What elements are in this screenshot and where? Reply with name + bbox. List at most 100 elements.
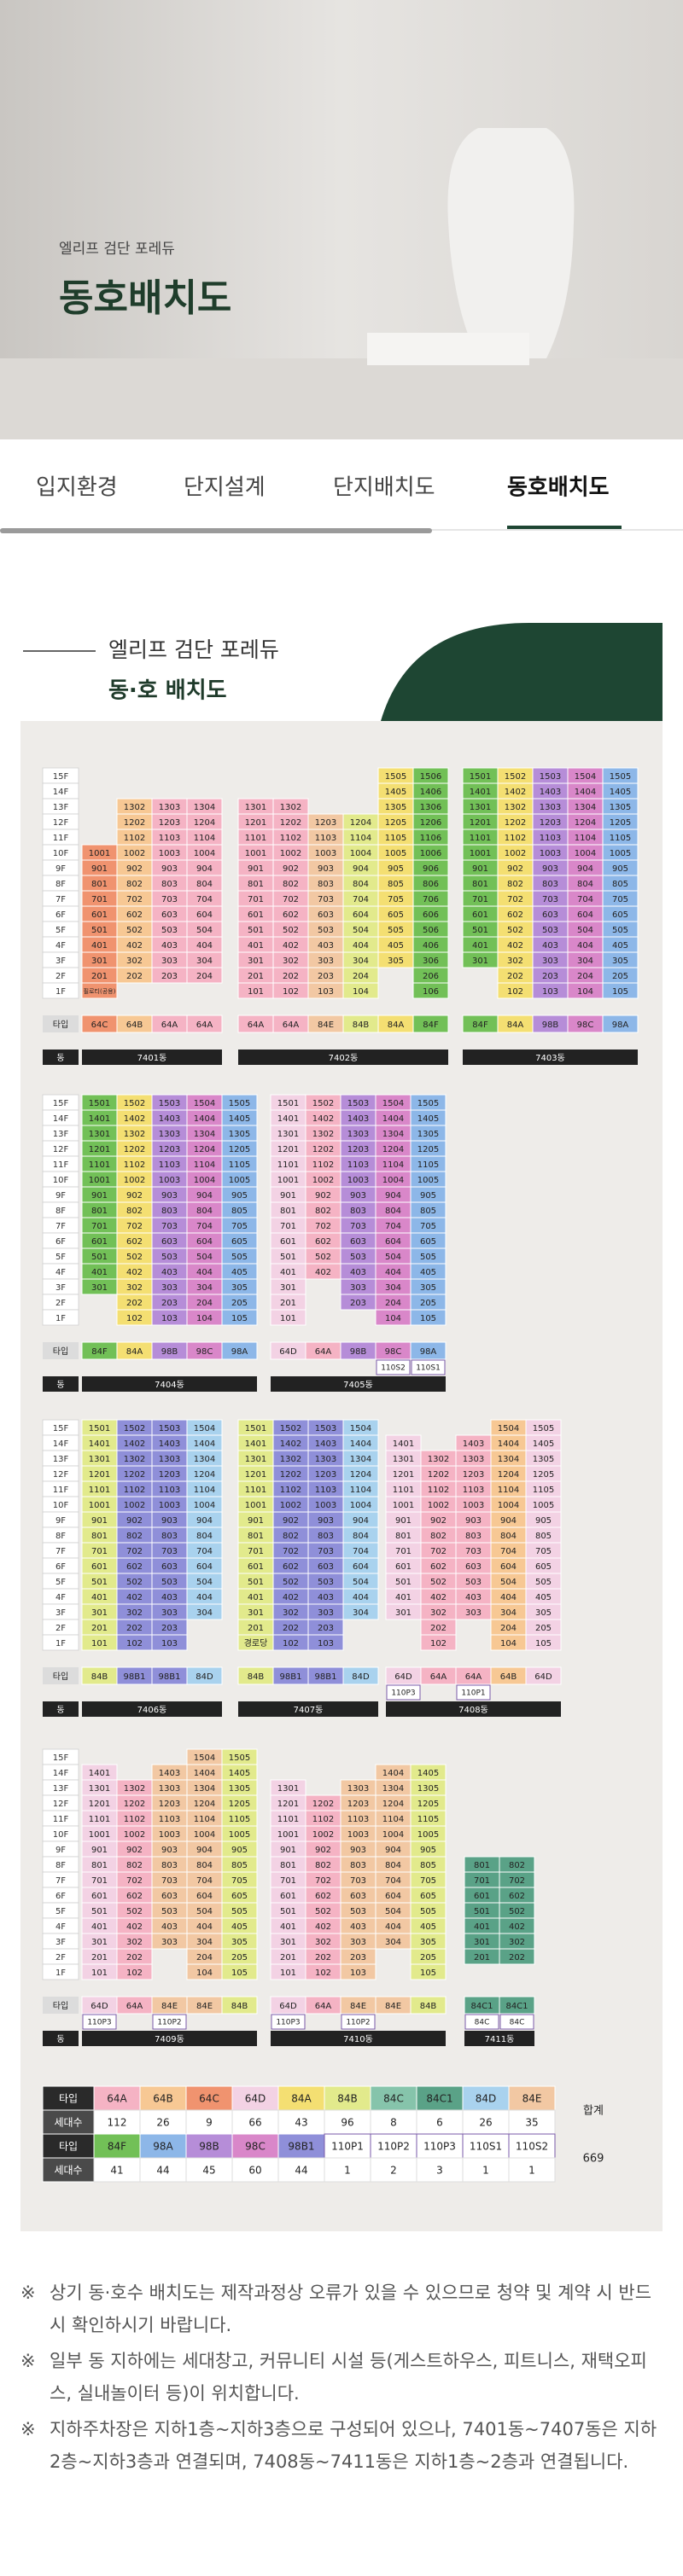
- summary-type: 64C: [199, 2093, 219, 2105]
- unit-label: 305: [535, 1608, 552, 1618]
- unit-label: 1305: [385, 803, 406, 812]
- unit-label: 1205: [229, 1145, 250, 1154]
- unit-label: 602: [509, 1892, 525, 1901]
- unit-label: 605: [231, 1892, 248, 1901]
- unit-label: 1204: [575, 818, 596, 828]
- unit-label: 505: [420, 1907, 436, 1916]
- unit-label: 503: [161, 926, 178, 935]
- notes: ※ 상기 동·호수 배치도는 제작과정상 오류가 있을 수 있으므로 청약 및 계…: [20, 2277, 663, 2481]
- type-name: 84B: [91, 1672, 108, 1682]
- unit-label: 404: [385, 1922, 401, 1932]
- tab[interactable]: 단지설계: [184, 475, 266, 501]
- unit-label: 202: [283, 972, 299, 981]
- unit-label: 1404: [194, 1439, 215, 1449]
- unit-label: 701: [280, 1876, 296, 1886]
- unit-label: 1004: [350, 1501, 371, 1510]
- unit-label: 1405: [417, 1114, 439, 1124]
- unit-label: 403: [161, 1922, 178, 1932]
- dong-name: 7411동: [485, 2034, 515, 2044]
- tab[interactable]: 동호배치도: [507, 475, 610, 501]
- unit-label: 102: [315, 1968, 331, 1978]
- unit-label: 702: [430, 1547, 447, 1556]
- unit-label: 1106: [420, 834, 441, 843]
- summary-type: 110P2: [377, 2141, 410, 2153]
- unit-label: 804: [353, 880, 369, 889]
- unit-label: 1404: [194, 1769, 215, 1778]
- unit-label: 605: [420, 1237, 436, 1247]
- unit-label: 803: [318, 1532, 334, 1541]
- summary-type: 110S2: [516, 2141, 548, 2153]
- note-mark: ※: [20, 2351, 36, 2371]
- unit-label: 801: [395, 1532, 412, 1541]
- unit-label: 1105: [229, 1160, 250, 1170]
- floor-label: 5F: [55, 926, 66, 935]
- unit-label: 603: [161, 1237, 178, 1247]
- unit-label: 303: [350, 1283, 366, 1293]
- tabs: 입지환경 단지설계 단지배치도 동호배치도: [36, 475, 622, 529]
- floor-label: 15F: [53, 1424, 69, 1433]
- unit-label: 1101: [89, 1160, 110, 1170]
- unit-label: 103: [542, 987, 558, 997]
- unit-label: 1003: [159, 849, 180, 858]
- floor-label: 9F: [55, 1846, 66, 1855]
- summary-type-cell: [185, 2085, 233, 2111]
- unit-label: 404: [385, 1268, 401, 1277]
- unit-label: 1005: [417, 1830, 439, 1840]
- unit-label: 1104: [194, 834, 215, 843]
- unit-label: 1201: [89, 1145, 110, 1154]
- unit-cell: [221, 1309, 258, 1326]
- summary-count-cell: [508, 2109, 556, 2135]
- unit-label: 101: [280, 1968, 296, 1978]
- subtype-name: 110P2: [346, 2019, 370, 2027]
- unit-label: 1101: [89, 1815, 110, 1824]
- unit-label: 1304: [194, 1130, 215, 1139]
- unit-label: 501: [474, 1907, 490, 1916]
- unit-label: 304: [385, 1283, 401, 1293]
- unit-label: 803: [542, 880, 558, 889]
- unit-label: 903: [318, 1516, 334, 1526]
- dong-name: 7410동: [343, 2034, 373, 2044]
- unit-label: 404: [577, 941, 593, 951]
- subtype-name: 110P3: [391, 1689, 415, 1698]
- dong-bar: [464, 2031, 534, 2046]
- unit-label: 1401: [89, 1439, 110, 1449]
- unit-label: 805: [388, 880, 404, 889]
- unit-label: 1402: [505, 788, 526, 797]
- unit-label: 203: [542, 972, 558, 981]
- summary-label: 타입: [59, 2093, 78, 2105]
- unit-label: 902: [430, 1516, 447, 1526]
- summary-type-cell: [139, 2133, 187, 2159]
- unit-label: 705: [612, 895, 628, 904]
- unit-label: 1102: [124, 1815, 145, 1824]
- summary-count-cell: [231, 2109, 279, 2135]
- unit-label: 504: [385, 1907, 401, 1916]
- unit-label: 1303: [347, 1130, 369, 1139]
- tab[interactable]: 입지환경: [36, 475, 118, 501]
- summary-count: 26: [156, 2117, 169, 2129]
- note-text: 지하주차장은 지하1층~지하3층으로 구성되어 있으나, 7401동~7407동…: [50, 2419, 657, 2472]
- panel-corner: [381, 623, 663, 721]
- unit-label: 304: [196, 1283, 213, 1293]
- unit-label: 1002: [124, 1176, 145, 1185]
- note-mark: ※: [20, 2282, 36, 2303]
- unit-label: 1205: [610, 818, 631, 828]
- unit-label: 1402: [280, 1439, 301, 1449]
- unit-label: 701: [91, 1876, 108, 1886]
- unit-label: 1401: [89, 1769, 110, 1778]
- unit-label: 604: [353, 1562, 369, 1572]
- unit-label: 301: [91, 957, 108, 966]
- subtype-cell: [341, 2014, 376, 2030]
- unit-label: 1303: [159, 803, 180, 812]
- type-name: 98A: [612, 1021, 629, 1030]
- unit-label: 1505: [533, 1424, 554, 1433]
- unit-label: 201: [280, 1299, 296, 1308]
- unit-label: 1102: [280, 834, 301, 843]
- unit-label: 803: [350, 1861, 366, 1870]
- unit-label: 1202: [280, 818, 301, 828]
- type-name: 84B: [420, 2002, 437, 2011]
- unit-label: 802: [507, 880, 523, 889]
- unit-label: 1303: [540, 803, 561, 812]
- dong-label-cell: [43, 1050, 79, 1065]
- tab[interactable]: 단지배치도: [333, 475, 435, 501]
- type-name: 98A: [231, 1347, 248, 1357]
